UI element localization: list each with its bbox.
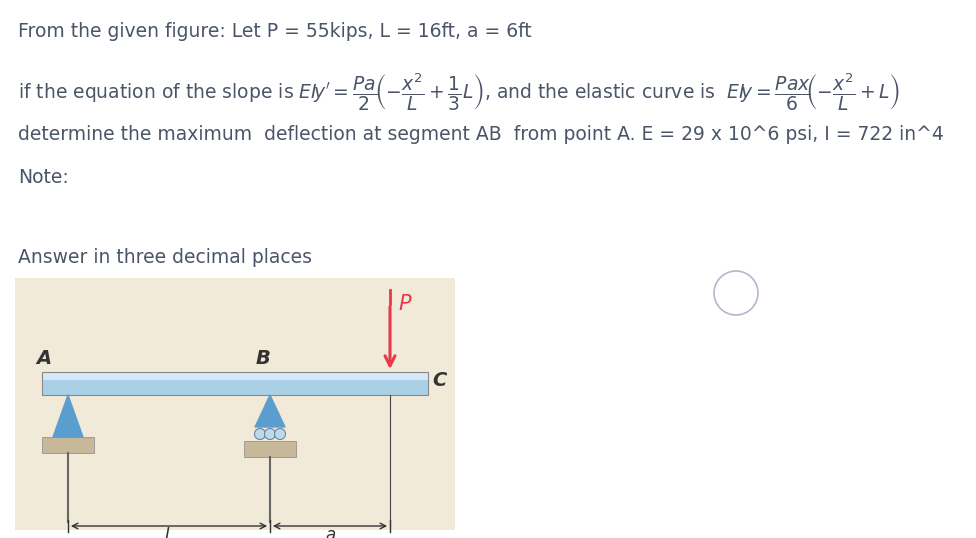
- Polygon shape: [53, 395, 83, 437]
- Text: P: P: [398, 294, 411, 314]
- Bar: [42, 387, 428, 395]
- Circle shape: [264, 428, 275, 440]
- Bar: [244, 441, 296, 457]
- Bar: [42, 377, 428, 395]
- Text: determine the maximum  deflection at segment AB  from point A. E = 29 x 10^6 psi: determine the maximum deflection at segm…: [18, 125, 944, 144]
- Text: From the given figure: Let P = 55kips, L = 16ft, a = 6ft: From the given figure: Let P = 55kips, L…: [18, 22, 532, 41]
- Text: L: L: [164, 526, 174, 538]
- Circle shape: [255, 428, 265, 440]
- Text: C: C: [432, 372, 446, 391]
- Text: a: a: [325, 526, 335, 538]
- Text: Note:: Note:: [18, 168, 68, 187]
- Text: if the equation of the slope is $EI\!y' = \dfrac{Pa}{2}\!\left(-\dfrac{x^2}{L} +: if the equation of the slope is $EI\!y' …: [18, 72, 900, 114]
- Text: A: A: [36, 349, 51, 368]
- Bar: [15, 278, 455, 530]
- Circle shape: [274, 428, 286, 440]
- Polygon shape: [255, 395, 285, 427]
- Bar: [42, 372, 428, 380]
- Text: B: B: [256, 349, 271, 368]
- Text: Answer in three decimal places: Answer in three decimal places: [18, 248, 312, 267]
- Bar: [42, 372, 428, 395]
- Bar: [42, 437, 94, 453]
